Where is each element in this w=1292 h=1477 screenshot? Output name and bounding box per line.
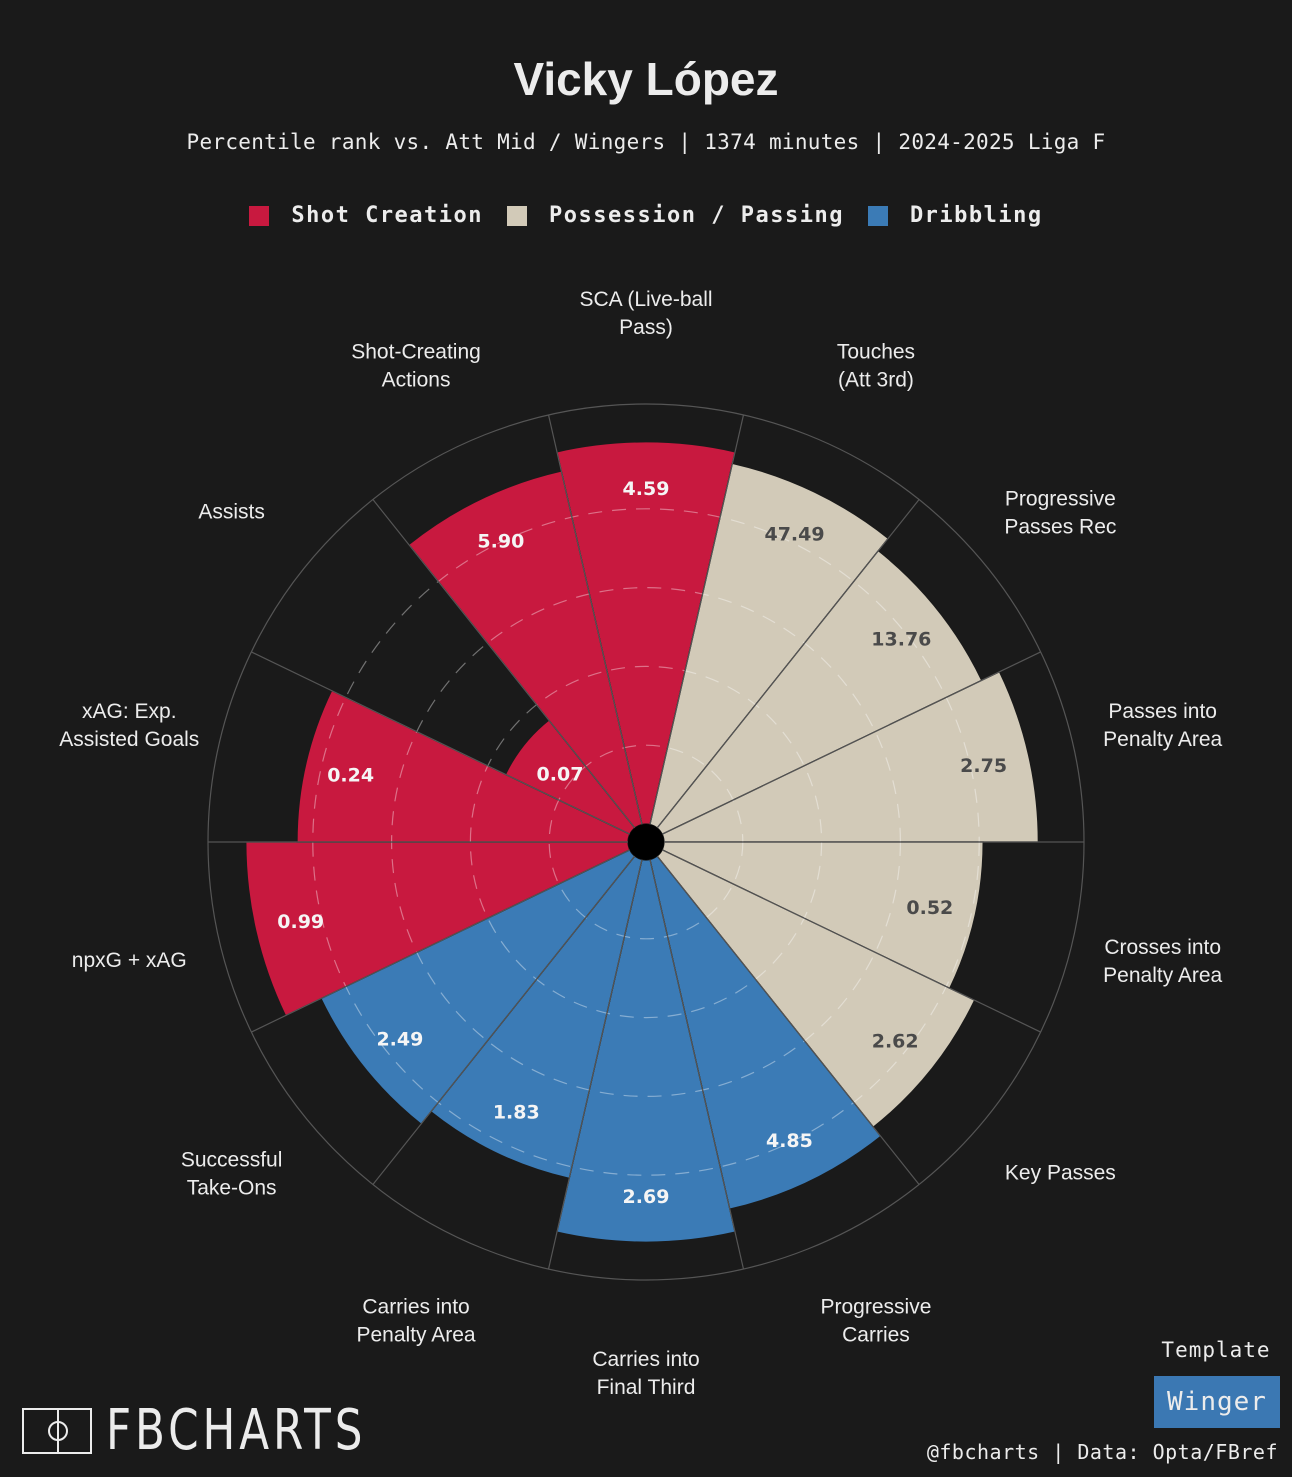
value-label-npxg-xag: 0.99	[277, 911, 324, 933]
legend-swatch-possession-passing	[507, 205, 528, 226]
value-label-progressive-carries: 4.85	[766, 1130, 813, 1152]
value-label-crosses-into-penalty-area: 0.52	[906, 897, 953, 919]
value-label-passes-into-penalty-area: 2.75	[960, 755, 1007, 777]
category-label-crosses-into-penalty-area: Crosses into Penalty Area	[1103, 936, 1222, 987]
logo-text: FBCHARTS	[106, 1398, 367, 1463]
legend: Shot Creation Possession / Passing Dribb…	[0, 203, 1292, 228]
value-label-key-passes: 2.62	[872, 1031, 919, 1053]
legend-item-shot-creation: Shot Creation	[249, 203, 483, 228]
center-dot	[628, 824, 664, 860]
category-label-carries-into-final-third: Carries into Final Third	[592, 1348, 699, 1399]
category-label-successful-take-ons: Successful Take-Ons	[181, 1148, 283, 1199]
spoke	[547, 414, 643, 825]
template-badge: Winger	[1154, 1376, 1280, 1428]
spoke	[372, 499, 636, 829]
spoke	[547, 859, 643, 1270]
template-label: Template	[1161, 1338, 1271, 1362]
category-label-touches-att-3rd: Touches (Att 3rd)	[837, 340, 915, 391]
fbcharts-logo: FBCHARTS	[22, 1403, 440, 1459]
spoke	[649, 414, 745, 825]
legend-label-dribbling: Dribbling	[909, 203, 1043, 228]
spoke	[661, 651, 1041, 835]
spoke	[656, 855, 920, 1185]
value-label-xag-exp-assisted-goals: 0.24	[327, 765, 374, 787]
category-label-assists: Assists	[198, 501, 265, 524]
legend-swatch-shot-creation	[249, 205, 270, 226]
spoke	[649, 859, 745, 1270]
spoke	[661, 849, 1041, 1033]
category-label-progressive-carries: Progressive Carries	[821, 1296, 932, 1347]
value-label-successful-take-ons: 2.49	[376, 1028, 423, 1050]
chart-title: Vicky López	[513, 53, 779, 105]
category-label-shot-creating-actions: Shot-Creating Actions	[351, 340, 481, 391]
value-label-touches-att-3rd: 47.49	[764, 524, 824, 546]
legend-item-possession-passing: Possession / Passing	[507, 203, 844, 228]
category-label-xag-exp-assisted-goals: xAG: Exp. Assisted Goals	[59, 700, 199, 751]
spoke	[251, 651, 631, 835]
legend-swatch-dribbling	[867, 205, 888, 226]
legend-label-shot-creation: Shot Creation	[291, 203, 484, 228]
category-label-key-passes: Key Passes	[1005, 1161, 1116, 1184]
chart-subtitle: Percentile rank vs. Att Mid / Wingers | …	[186, 130, 1106, 154]
spoke	[656, 499, 920, 829]
pitch-icon	[22, 1408, 92, 1454]
value-label-carries-into-final-third: 2.69	[623, 1186, 670, 1208]
category-label-passes-into-penalty-area: Passes into Penalty Area	[1103, 700, 1222, 751]
category-label-npxg-xag: npxG + xAG	[72, 949, 187, 972]
spoke	[372, 855, 636, 1185]
value-label-progressive-passes-rec: 13.76	[871, 628, 931, 650]
footer-credit: @fbcharts | Data: Opta/FBref	[926, 1440, 1278, 1464]
legend-item-dribbling: Dribbling	[867, 203, 1043, 228]
value-label-assists: 0.07	[537, 763, 584, 785]
legend-label-possession-passing: Possession / Passing	[549, 203, 844, 228]
category-label-carries-into-penalty-area: Carries into Penalty Area	[356, 1296, 475, 1347]
spoke	[251, 849, 631, 1033]
category-label-progressive-passes-rec: Progressive Passes Rec	[1004, 488, 1116, 539]
value-label-shot-creating-actions: 5.90	[477, 531, 524, 553]
value-label-sca-live-ball-pass: 4.59	[623, 478, 670, 500]
value-label-carries-into-penalty-area: 1.83	[493, 1101, 540, 1123]
category-label-sca-live-ball-pass: SCA (Live-ball Pass)	[579, 288, 712, 339]
